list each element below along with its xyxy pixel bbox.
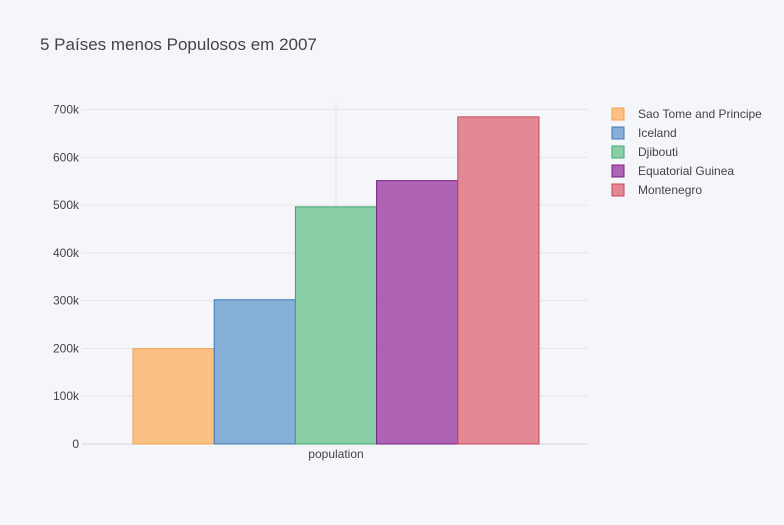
- legend-swatch: [611, 126, 625, 140]
- bars: [132, 116, 540, 445]
- legend-label: Djibouti: [638, 145, 678, 159]
- y-tick-label: 100k: [53, 389, 80, 403]
- x-axis: population: [308, 447, 363, 461]
- legend-item[interactable]: Iceland: [611, 126, 677, 140]
- legend-swatch: [611, 164, 625, 178]
- y-tick-label: 0: [72, 437, 79, 451]
- legend-item[interactable]: Djibouti: [611, 145, 678, 159]
- y-tick-label: 600k: [53, 150, 80, 164]
- bar-sao-tome-and-principe[interactable]: [132, 348, 215, 445]
- bar-djibouti[interactable]: [294, 206, 378, 445]
- chart-title: 5 Países menos Populosos em 2007: [40, 35, 317, 54]
- legend-label: Iceland: [638, 126, 677, 140]
- bar-montenegro[interactable]: [457, 116, 540, 445]
- y-tick-label: 500k: [53, 198, 80, 212]
- legend-label: Equatorial Guinea: [638, 164, 734, 178]
- y-tick-label: 200k: [53, 341, 80, 355]
- y-tick-label: 700k: [53, 103, 80, 117]
- legend-swatch: [611, 145, 625, 159]
- y-axis: 0 100k 200k 300k 400k 500k 600k 700k: [53, 103, 80, 451]
- y-tick-label: 400k: [53, 246, 80, 260]
- bar-iceland[interactable]: [213, 299, 296, 445]
- legend-label: Sao Tome and Principe: [638, 107, 762, 121]
- bar-equatorial-guinea[interactable]: [376, 180, 459, 445]
- y-tick-label: 300k: [53, 294, 80, 308]
- legend-label: Montenegro: [638, 183, 702, 197]
- x-tick-label: population: [308, 447, 363, 461]
- legend-swatch: [611, 107, 625, 121]
- legend-swatch: [611, 183, 625, 197]
- legend-item[interactable]: Equatorial Guinea: [611, 164, 734, 178]
- legend[interactable]: Sao Tome and Principe Iceland Djibouti Equa…: [611, 107, 762, 197]
- legend-item[interactable]: Montenegro: [611, 183, 702, 197]
- legend-item[interactable]: Sao Tome and Principe: [611, 107, 762, 121]
